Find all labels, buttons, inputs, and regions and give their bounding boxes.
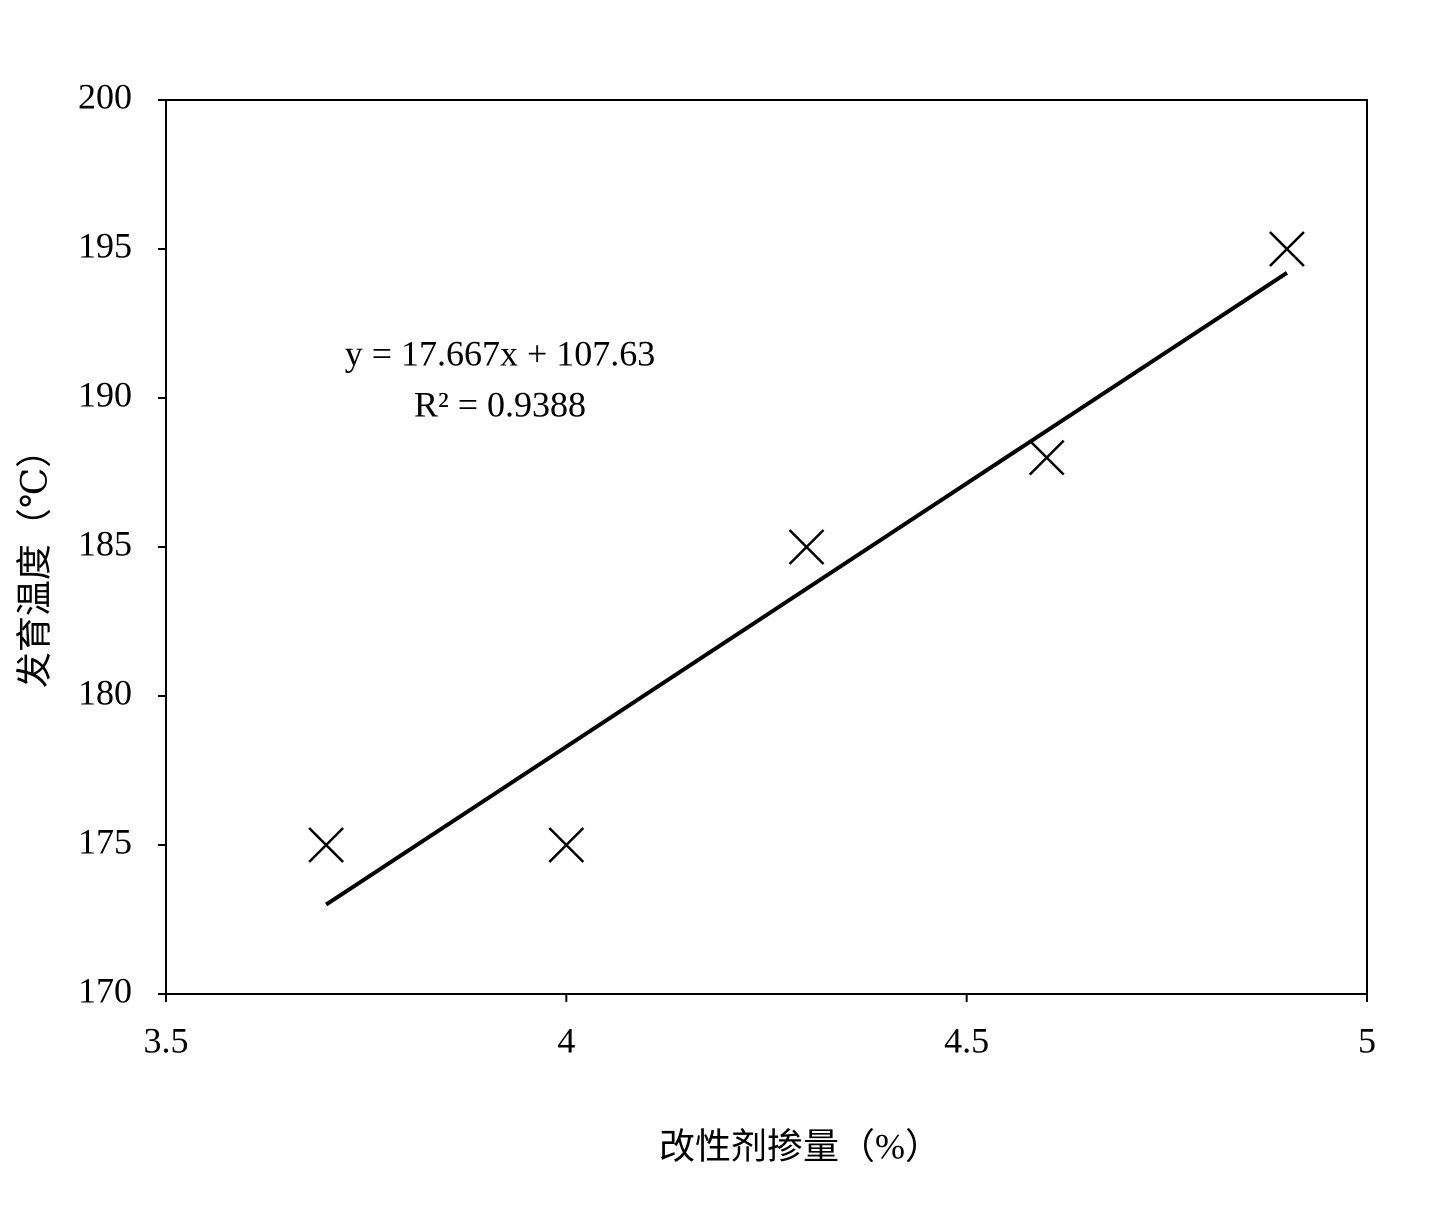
y-tick-label: 185	[78, 523, 132, 563]
marker	[308, 827, 345, 863]
y-axis-label: 发育温度（℃）	[14, 432, 54, 688]
equation: y = 17.667x + 107.63	[345, 333, 656, 373]
r-squared: R² = 0.9388	[414, 384, 586, 424]
y-tick-label: 190	[78, 374, 132, 414]
y-tick-label: 195	[78, 225, 132, 265]
marker	[548, 827, 585, 863]
x-tick-label: 3.5	[144, 1020, 189, 1060]
x-tick-label: 4	[557, 1020, 575, 1060]
trendline	[325, 271, 1289, 907]
x-axis-label: 改性剂掺量（%）	[659, 1126, 941, 1166]
y-tick-label: 170	[78, 970, 132, 1010]
plot-frame	[165, 99, 1368, 995]
y-tick-label: 200	[78, 76, 132, 116]
marker	[1269, 231, 1305, 267]
x-tick-label: 4.5	[944, 1020, 989, 1060]
marker	[1028, 439, 1065, 476]
y-tick-label: 175	[78, 821, 132, 861]
y-tick-label: 180	[78, 672, 132, 712]
x-tick-label: 5	[1358, 1020, 1376, 1060]
marker	[788, 529, 825, 565]
